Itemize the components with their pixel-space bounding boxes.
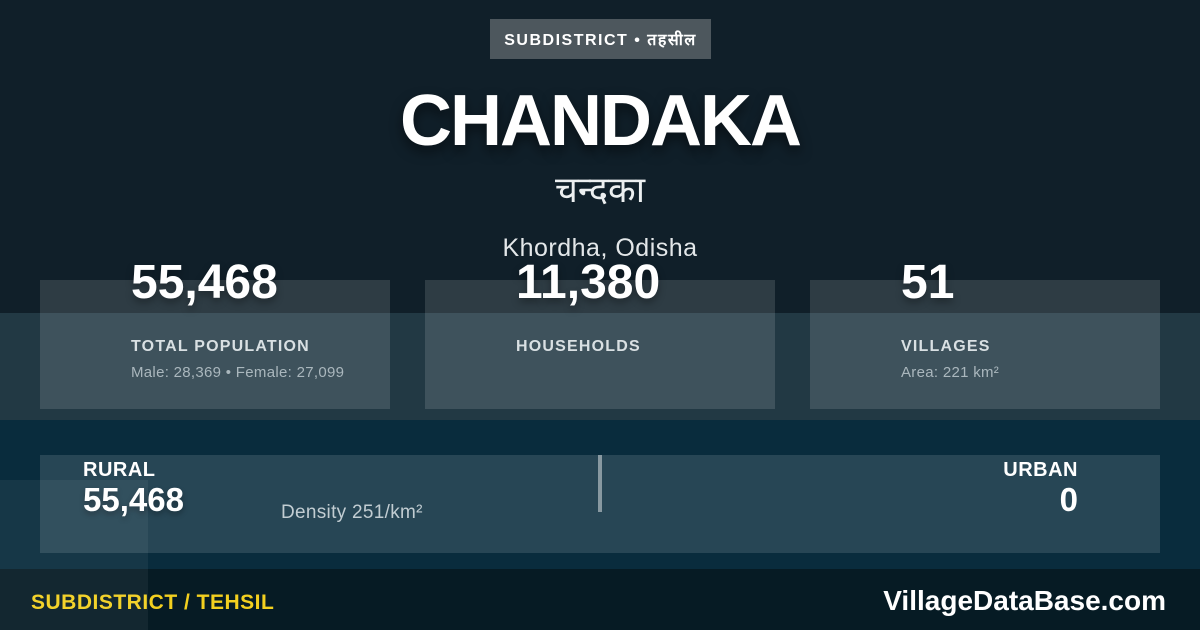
villages-value: 51 bbox=[901, 256, 955, 309]
brand-link[interactable]: VillageDataBase.com bbox=[883, 585, 1166, 616]
villages-label: VILLAGES bbox=[901, 338, 991, 355]
page-title-local-script: चन्दका bbox=[554, 169, 646, 210]
stats-band-background bbox=[0, 313, 1200, 420]
footer-type-label: SUBDISTRICT / TEHSIL bbox=[31, 591, 275, 614]
type-badge-label: SUBDISTRICT • तहसील bbox=[504, 32, 697, 49]
stat-card-total-population: 55,468 TOTAL POPULATION Male: 28,369 • F… bbox=[40, 259, 390, 409]
stat-card-households: 11,380 HOUSEHOLDS bbox=[425, 259, 775, 409]
rural-urban-box: RURAL 55,468 Density 251/km² URBAN 0 bbox=[40, 455, 1160, 553]
rural-population-value: 55,468 bbox=[83, 481, 184, 518]
urban-population-value: 0 bbox=[1059, 481, 1078, 518]
total-population-label: TOTAL POPULATION bbox=[131, 338, 310, 355]
density-text: Density 251/km² bbox=[281, 502, 423, 523]
rural-urban-band-background bbox=[0, 420, 1200, 569]
households-value: 11,380 bbox=[516, 256, 661, 309]
urban-label: URBAN bbox=[1003, 459, 1078, 481]
male-female-breakdown: Male: 28,369 • Female: 27,099 bbox=[131, 364, 345, 381]
households-label: HOUSEHOLDS bbox=[516, 338, 641, 355]
total-population-value: 55,468 bbox=[131, 256, 278, 309]
page-title: CHANDAKA bbox=[400, 81, 802, 161]
rural-urban-divider bbox=[598, 455, 602, 512]
stat-card-villages: 51 VILLAGES Area: 221 km² bbox=[810, 259, 1160, 409]
area-detail: Area: 221 km² bbox=[901, 364, 1000, 381]
type-badge: SUBDISTRICT • तहसील bbox=[490, 19, 711, 59]
footer-band-background bbox=[0, 569, 1200, 630]
district-state-location: Khordha, Odisha bbox=[502, 234, 698, 262]
rural-label: RURAL bbox=[83, 459, 156, 481]
